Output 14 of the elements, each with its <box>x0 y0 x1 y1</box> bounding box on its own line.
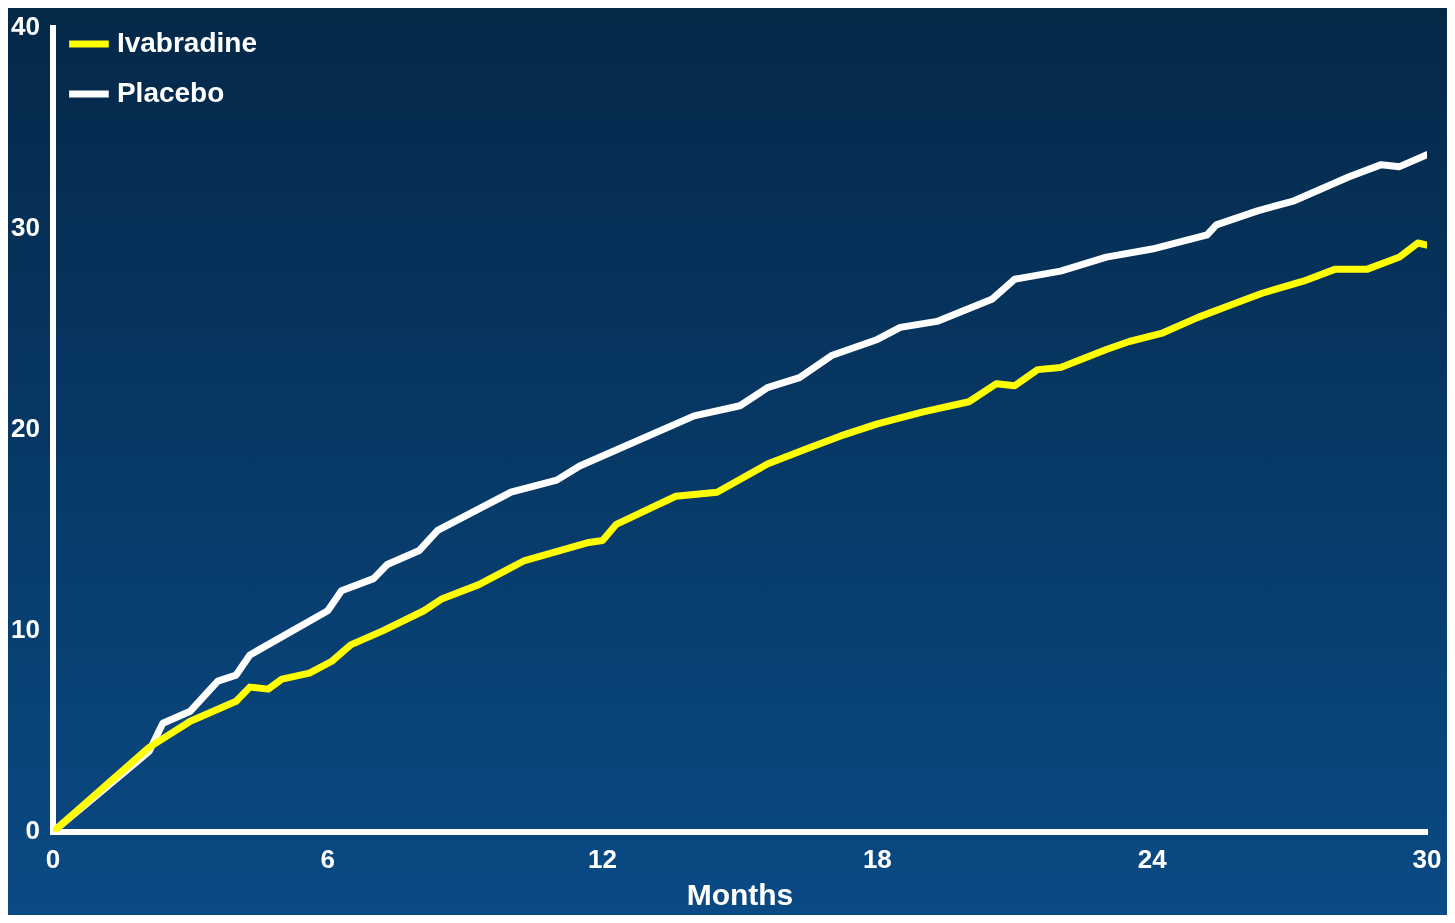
legend-label: Placebo <box>116 76 225 108</box>
y-tick-label: 20 <box>11 413 40 444</box>
x-tick-label: 0 <box>45 843 61 874</box>
x-tick-label: 24 <box>1137 843 1168 874</box>
y-tick-label: 30 <box>11 212 40 243</box>
y-tick-label: 40 <box>11 11 40 42</box>
x-tick-label: 30 <box>1412 843 1442 874</box>
legend-label: Ivabradine <box>116 26 257 58</box>
y-tick-label: 10 <box>11 614 40 645</box>
x-tick-label: 18 <box>862 843 892 874</box>
x-axis-title: Months <box>686 878 794 912</box>
x-tick-label: 6 <box>320 843 335 874</box>
y-tick-label: 0 <box>25 814 40 845</box>
x-tick-label: 12 <box>588 843 618 874</box>
